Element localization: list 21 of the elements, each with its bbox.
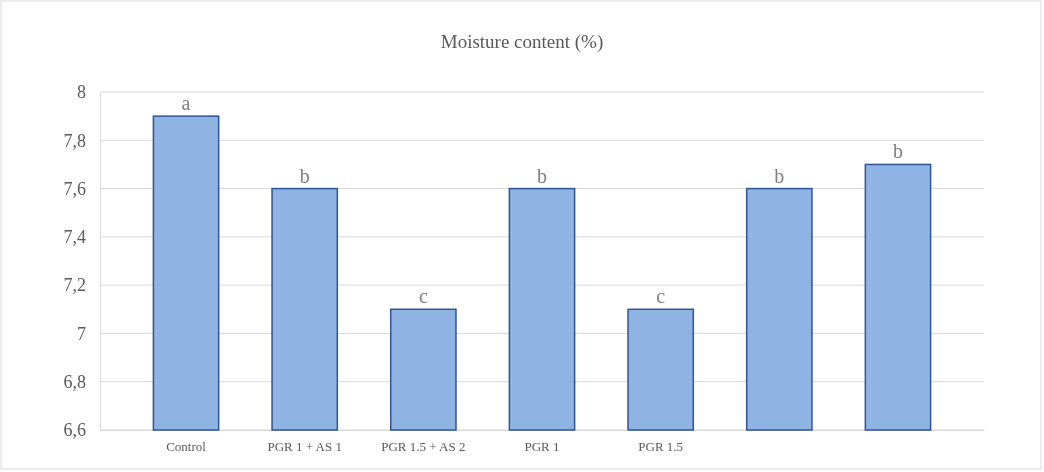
x-tick-label: PGR 1 <box>524 439 560 455</box>
data-label: b <box>299 164 310 187</box>
y-tick-label: 6,8 <box>63 371 86 392</box>
chart-title: Moisture content (%) <box>440 31 604 53</box>
data-label: a <box>181 92 191 115</box>
x-tick-label: PGR 1.5 + AS 2 <box>381 439 466 455</box>
x-tick-label: PGR 1 + AS 1 <box>267 439 342 455</box>
data-label: b <box>537 164 547 187</box>
data-label: b <box>892 140 903 163</box>
y-tick-label: 7,6 <box>63 178 86 199</box>
y-tick-label: 6,6 <box>63 420 86 441</box>
y-tick-label: 7,2 <box>63 275 86 296</box>
data-label: c <box>656 285 666 308</box>
y-tick-label: 7,8 <box>63 130 86 151</box>
data-label: c <box>418 285 428 308</box>
y-tick-label: 7,4 <box>63 227 86 248</box>
x-tick-label: Control <box>166 439 207 455</box>
y-tick-label: 7 <box>77 323 86 344</box>
x-tick-label: PGR 1.5 <box>638 439 684 455</box>
data-label: b <box>774 164 785 187</box>
y-tick-label: 8 <box>77 82 86 103</box>
